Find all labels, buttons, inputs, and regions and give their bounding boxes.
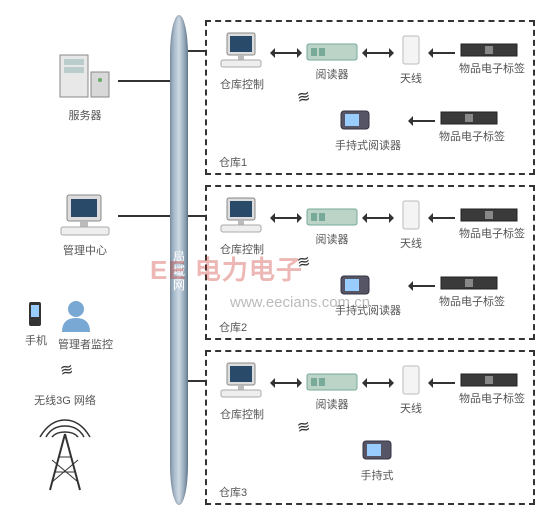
hh-tag-label: 物品电子标签 bbox=[439, 293, 505, 309]
antenna-icon bbox=[397, 34, 425, 68]
computer-icon bbox=[55, 190, 115, 240]
server-label: 服务器 bbox=[55, 107, 115, 123]
link-ant-tag bbox=[429, 52, 455, 54]
wireless-zig-icon: ≋ bbox=[295, 416, 312, 438]
link-reader-ant bbox=[363, 52, 393, 54]
link-mgmt-lan bbox=[118, 215, 170, 217]
computer-icon bbox=[217, 360, 267, 404]
wireless-tower-node: 无线3G 网络 bbox=[30, 390, 100, 492]
handheld-label: 手持式阅读器 bbox=[335, 137, 401, 153]
hh-tag-node: 物品电子标签 bbox=[439, 110, 505, 144]
antenna-icon bbox=[397, 364, 425, 398]
tag-label: 物品电子标签 bbox=[459, 390, 525, 406]
link-reader-ant bbox=[363, 217, 393, 219]
reader-icon bbox=[305, 40, 359, 64]
tag-node: 物品电子标签 bbox=[459, 207, 525, 241]
handheld-label: 手持式阅读器 bbox=[335, 302, 401, 318]
link-ant-tag bbox=[429, 217, 455, 219]
antenna-label: 天线 bbox=[397, 235, 425, 251]
supervisor-label: 管理者监控 bbox=[58, 336, 113, 352]
rfid-tag-icon bbox=[439, 275, 499, 291]
handheld-icon bbox=[357, 437, 397, 465]
link-ctrl-reader bbox=[271, 382, 301, 384]
rfid-tag-icon bbox=[459, 207, 519, 223]
server-icon bbox=[55, 50, 115, 105]
handheld-icon bbox=[335, 107, 375, 135]
wireless-zig-icon: ≋ bbox=[58, 359, 75, 381]
link-server-lan bbox=[118, 80, 170, 82]
link-ctrl-reader bbox=[271, 52, 301, 54]
handheld-node: 手持式阅读器 bbox=[335, 107, 401, 153]
phone-node: 手机 bbox=[25, 300, 47, 348]
link-ctrl-reader bbox=[271, 217, 301, 219]
tag-label: 物品电子标签 bbox=[459, 225, 525, 241]
phone-label: 手机 bbox=[25, 332, 47, 348]
rfid-tag-icon bbox=[439, 110, 499, 126]
computer-icon bbox=[217, 30, 267, 74]
warehouse-box: 仓库控制 阅读器 天线 物品电子标签 ≋ bbox=[205, 350, 535, 505]
controller-node: 仓库控制 bbox=[217, 360, 267, 422]
reader-label: 阅读器 bbox=[305, 231, 359, 247]
tag-node: 物品电子标签 bbox=[459, 42, 525, 76]
reader-icon bbox=[305, 205, 359, 229]
rfid-tag-icon bbox=[459, 372, 519, 388]
tag-node: 物品电子标签 bbox=[459, 372, 525, 406]
link-ant-tag bbox=[429, 382, 455, 384]
link-hh-tag bbox=[409, 285, 435, 287]
tower-icon bbox=[30, 412, 100, 492]
server-node: 服务器 bbox=[55, 50, 115, 123]
warehouse-name: 仓库3 bbox=[219, 484, 247, 500]
tag-label: 物品电子标签 bbox=[459, 60, 525, 76]
wireless-zig-icon: ≋ bbox=[295, 251, 312, 273]
wireless-label: 无线3G 网络 bbox=[30, 392, 100, 408]
hh-tag-node: 物品电子标签 bbox=[439, 275, 505, 309]
wireless-zig-icon: ≋ bbox=[295, 86, 312, 108]
controller-label: 仓库控制 bbox=[217, 406, 267, 422]
warehouse-name: 仓库1 bbox=[219, 154, 247, 170]
mgmt-center-node: 管理中心 bbox=[55, 190, 115, 258]
antenna-node: 天线 bbox=[397, 364, 425, 416]
link-lan-wh1 bbox=[188, 50, 205, 52]
reader-node: 阅读器 bbox=[305, 40, 359, 82]
antenna-icon bbox=[397, 199, 425, 233]
reader-label: 阅读器 bbox=[305, 66, 359, 82]
handheld-icon bbox=[335, 272, 375, 300]
warehouse-box: 仓库控制 阅读器 天线 物品电子标签 ≋ bbox=[205, 185, 535, 340]
link-lan-wh2 bbox=[188, 215, 205, 217]
computer-icon bbox=[217, 195, 267, 239]
controller-label: 仓库控制 bbox=[217, 76, 267, 92]
link-reader-ant bbox=[363, 382, 393, 384]
reader-label: 阅读器 bbox=[305, 396, 359, 412]
warehouse-name: 仓库2 bbox=[219, 319, 247, 335]
lan-backbone-label: 局域网 bbox=[172, 250, 186, 292]
antenna-node: 天线 bbox=[397, 34, 425, 86]
rfid-tag-icon bbox=[459, 42, 519, 58]
antenna-label: 天线 bbox=[397, 70, 425, 86]
reader-node: 阅读器 bbox=[305, 370, 359, 412]
controller-node: 仓库控制 bbox=[217, 195, 267, 257]
network-diagram: 局域网 服务器 管理中心 手机 bbox=[10, 10, 546, 512]
handheld-node: 手持式 bbox=[357, 437, 397, 483]
link-lan-wh3 bbox=[188, 380, 205, 382]
phone-icon bbox=[25, 300, 45, 330]
controller-label: 仓库控制 bbox=[217, 241, 267, 257]
reader-icon bbox=[305, 370, 359, 394]
warehouse-box: 仓库控制 阅读器 天线 物品电子标签 ≋ bbox=[205, 20, 535, 175]
supervisor-node: 管理者监控 bbox=[58, 298, 113, 352]
controller-node: 仓库控制 bbox=[217, 30, 267, 92]
mgmt-center-label: 管理中心 bbox=[55, 242, 115, 258]
person-icon bbox=[58, 298, 94, 334]
antenna-label: 天线 bbox=[397, 400, 425, 416]
handheld-short-label: 手持式 bbox=[357, 467, 397, 483]
hh-tag-label: 物品电子标签 bbox=[439, 128, 505, 144]
handheld-node: 手持式阅读器 bbox=[335, 272, 401, 318]
antenna-node: 天线 bbox=[397, 199, 425, 251]
reader-node: 阅读器 bbox=[305, 205, 359, 247]
link-hh-tag bbox=[409, 120, 435, 122]
